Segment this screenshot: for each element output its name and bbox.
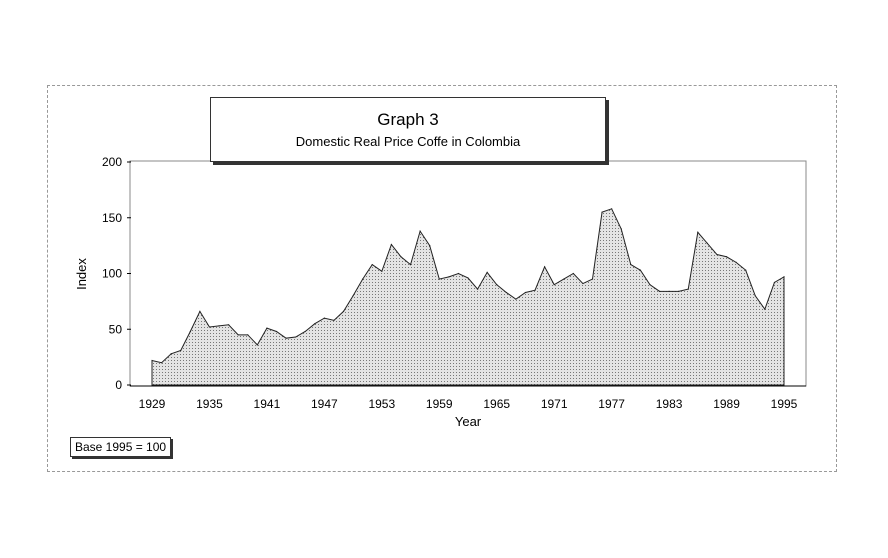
data-point: [725, 256, 728, 258]
x-tick-label: 1947: [311, 397, 338, 411]
x-tick-label: 1971: [541, 397, 568, 411]
data-point: [716, 253, 718, 256]
chart-frame: [47, 85, 837, 472]
data-point: [754, 295, 756, 297]
chart-title: Graph 3: [377, 110, 439, 129]
data-point: [429, 245, 431, 247]
y-tick-label: 0: [115, 378, 122, 392]
data-point: [400, 256, 402, 258]
data-point: [314, 323, 316, 325]
base-note: Base 1995 = 100: [70, 437, 172, 457]
data-point: [764, 308, 766, 310]
data-point: [658, 290, 661, 292]
data-point: [773, 281, 776, 284]
data-point: [476, 288, 479, 290]
data-point: [256, 344, 258, 346]
data-point: [582, 282, 584, 285]
chart-title-box: Graph 3 Domestic Real Price Coffe in Col…: [210, 97, 606, 162]
data-point: [783, 276, 785, 278]
data-point: [189, 330, 191, 333]
data-point: [668, 290, 670, 292]
data-point: [745, 269, 747, 271]
data-point: [572, 272, 574, 275]
data-point: [228, 324, 230, 326]
data-point: [735, 261, 737, 263]
x-tick-label: 1935: [196, 397, 223, 411]
data-point: [275, 330, 278, 333]
data-point: [687, 288, 689, 290]
data-point: [285, 337, 287, 339]
area-series: [151, 208, 785, 386]
x-tick-label: 1929: [139, 397, 166, 411]
data-point: [678, 290, 680, 292]
data-point: [505, 291, 507, 294]
data-point: [486, 271, 488, 273]
data-point: [620, 228, 622, 230]
data-point: [630, 263, 632, 266]
data-point: [342, 310, 345, 313]
data-point: [218, 325, 220, 327]
data-point: [409, 263, 412, 266]
data-point: [563, 278, 565, 280]
x-tick-label: 1995: [771, 397, 798, 411]
data-point: [524, 291, 527, 294]
data-point: [438, 278, 440, 280]
data-point: [304, 330, 306, 333]
data-point: [419, 230, 421, 232]
data-point: [199, 310, 201, 313]
data-point: [323, 317, 325, 319]
data-point: [544, 266, 546, 268]
data-point: [649, 284, 651, 286]
y-tick-label: 200: [102, 155, 122, 169]
data-point: [591, 278, 594, 280]
data-point: [639, 269, 641, 271]
data-point: [706, 242, 708, 244]
data-point: [534, 289, 536, 291]
data-point: [170, 353, 172, 355]
data-point: [697, 231, 699, 233]
x-tick-label: 1983: [656, 397, 683, 411]
data-point: [333, 319, 335, 321]
data-point: [601, 211, 603, 213]
x-tick-label: 1965: [483, 397, 510, 411]
chart-subtitle: Domestic Real Price Coffe in Colombia: [295, 134, 521, 149]
data-point: [237, 334, 239, 336]
data-point: [371, 263, 373, 266]
data-point: [381, 270, 383, 272]
data-point: [362, 278, 364, 280]
y-axis-label: Index: [74, 258, 89, 290]
x-tick-label: 1959: [426, 397, 453, 411]
data-point: [457, 272, 460, 275]
x-tick-label: 1941: [254, 397, 281, 411]
data-point: [390, 243, 392, 246]
x-tick-label: 1989: [713, 397, 740, 411]
data-point: [247, 334, 249, 336]
y-tick-label: 100: [102, 267, 122, 281]
data-point: [553, 284, 555, 286]
data-point: [352, 295, 354, 297]
y-tick-label: 150: [102, 211, 122, 225]
data-point: [151, 359, 153, 362]
data-point: [467, 277, 469, 279]
data-point: [266, 327, 268, 329]
data-point: [611, 208, 613, 210]
x-axis-label: Year: [455, 414, 482, 429]
data-point: [295, 336, 297, 338]
x-tick-label: 1977: [598, 397, 625, 411]
data-point: [448, 276, 450, 278]
x-tick-label: 1953: [368, 397, 395, 411]
y-tick-label: 50: [109, 322, 123, 336]
data-point: [515, 298, 517, 300]
data-point: [208, 326, 211, 328]
data-point: [180, 349, 182, 352]
data-point: [496, 284, 498, 286]
data-point: [160, 362, 163, 364]
